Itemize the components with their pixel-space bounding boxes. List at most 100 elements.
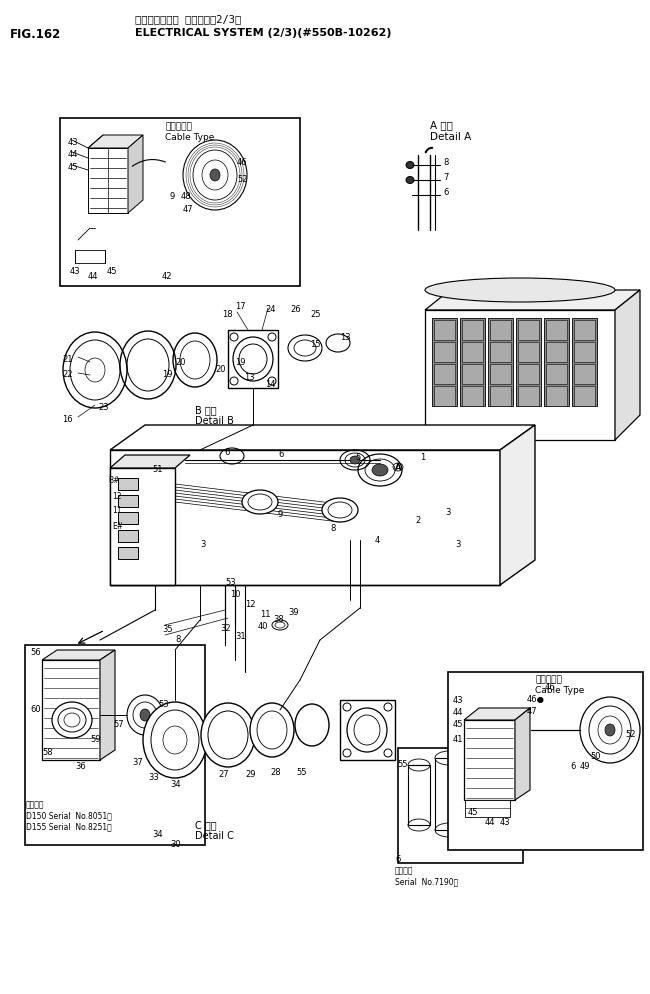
Text: 55: 55 [296, 768, 307, 777]
Text: 7: 7 [443, 173, 448, 182]
Bar [490, 320, 511, 340]
Polygon shape [100, 650, 115, 760]
Bar [518, 364, 539, 384]
Ellipse shape [605, 724, 615, 736]
Text: 8: 8 [443, 158, 448, 167]
Bar [490, 364, 511, 384]
Bar [118, 547, 138, 559]
Text: 8: 8 [175, 635, 181, 644]
Text: 44: 44 [453, 708, 463, 717]
Bar [462, 320, 483, 340]
Text: 10: 10 [230, 590, 240, 599]
Bar [434, 364, 455, 384]
Polygon shape [464, 720, 515, 800]
Ellipse shape [425, 278, 615, 302]
Bar [118, 495, 138, 507]
Text: 40: 40 [258, 622, 268, 631]
Text: 21: 21 [62, 355, 73, 364]
Bar [434, 342, 455, 362]
Text: 59: 59 [90, 735, 101, 744]
Text: 19: 19 [162, 370, 172, 379]
Text: 51: 51 [152, 465, 162, 474]
Ellipse shape [358, 454, 402, 486]
Text: 27: 27 [218, 770, 229, 779]
Bar [546, 386, 567, 406]
Bar [448, 672, 643, 850]
Bar [516, 318, 541, 406]
Ellipse shape [406, 177, 414, 184]
Text: 29: 29 [245, 770, 255, 779]
Ellipse shape [272, 620, 288, 630]
Text: 20: 20 [215, 365, 226, 374]
Text: 5: 5 [355, 453, 360, 462]
Text: 52: 52 [625, 730, 636, 739]
Text: Serial  No.7190〜: Serial No.7190〜 [395, 877, 458, 886]
Text: 53: 53 [225, 578, 235, 587]
Text: 4: 4 [375, 536, 380, 545]
Bar [574, 320, 595, 340]
Text: 17: 17 [235, 302, 246, 311]
Polygon shape [615, 290, 640, 440]
Polygon shape [128, 135, 143, 213]
Ellipse shape [210, 169, 220, 181]
Ellipse shape [322, 498, 358, 522]
Text: 36: 36 [75, 762, 86, 771]
Text: B 詳細: B 詳細 [195, 405, 216, 415]
Bar [518, 386, 539, 406]
Text: 16: 16 [62, 415, 73, 424]
Bar [118, 478, 138, 490]
Text: 32: 32 [220, 624, 231, 633]
Polygon shape [110, 468, 175, 585]
Bar [544, 318, 569, 406]
Text: 15: 15 [310, 340, 320, 349]
Text: エレクトリカル システム（2/3）: エレクトリカル システム（2/3） [135, 14, 241, 24]
Bar [468, 765, 490, 825]
Text: 3: 3 [445, 508, 450, 517]
Bar [574, 364, 595, 384]
Text: 46: 46 [237, 158, 248, 167]
Text: 23: 23 [98, 403, 109, 412]
Text: 45: 45 [107, 267, 118, 276]
Bar [462, 386, 483, 406]
Text: Detail B: Detail B [195, 416, 234, 426]
Text: 38: 38 [273, 615, 284, 624]
Text: 47: 47 [527, 707, 538, 716]
Text: 9: 9 [278, 510, 283, 519]
Ellipse shape [372, 464, 388, 476]
Text: 1: 1 [420, 453, 425, 462]
Text: ケーブル式: ケーブル式 [535, 675, 562, 684]
Ellipse shape [58, 708, 86, 732]
Text: 8: 8 [330, 524, 335, 533]
Text: 24: 24 [265, 305, 276, 314]
Bar [435, 758, 463, 830]
Text: 39: 39 [288, 608, 298, 617]
Text: 57: 57 [113, 720, 124, 729]
Text: 11: 11 [112, 506, 122, 515]
Bar [460, 318, 485, 406]
Text: 25: 25 [310, 310, 320, 319]
Bar [118, 530, 138, 542]
Text: 9: 9 [170, 192, 176, 201]
Polygon shape [340, 700, 395, 760]
Text: 2: 2 [415, 516, 421, 525]
Text: 26: 26 [290, 305, 300, 314]
Text: B#: B# [108, 476, 120, 485]
Bar [434, 386, 455, 406]
Text: A 詳細: A 詳細 [430, 120, 453, 130]
Text: 47: 47 [183, 205, 194, 214]
Text: C 詳細: C 詳細 [195, 820, 216, 830]
Ellipse shape [250, 703, 294, 757]
Text: 49: 49 [580, 762, 590, 771]
Polygon shape [425, 310, 615, 440]
Text: 45: 45 [453, 720, 463, 729]
Text: 14: 14 [265, 380, 276, 389]
Ellipse shape [140, 709, 150, 721]
Text: 43: 43 [68, 138, 79, 147]
Text: 43: 43 [70, 267, 81, 276]
Bar [60, 118, 300, 286]
Polygon shape [88, 135, 143, 148]
Polygon shape [110, 450, 500, 585]
Text: 適用番号: 適用番号 [26, 800, 44, 809]
Text: 46●: 46● [527, 695, 545, 704]
Text: 3: 3 [200, 540, 205, 549]
